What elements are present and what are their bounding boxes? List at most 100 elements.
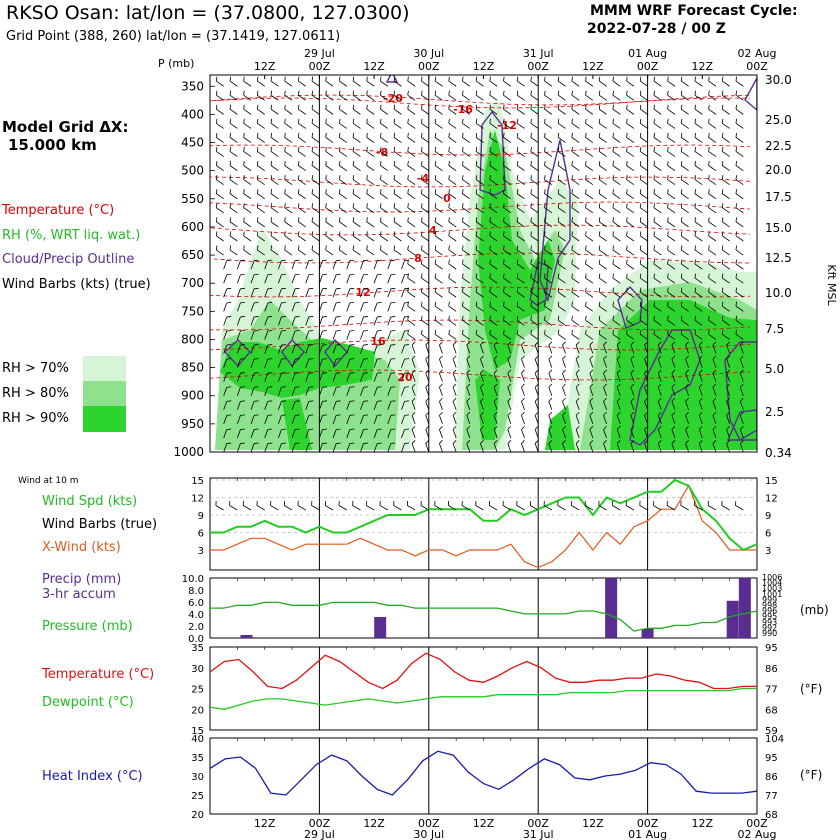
wind-barb xyxy=(366,189,375,200)
wind-barb xyxy=(557,273,566,284)
wind-barb xyxy=(585,287,594,298)
wind-barb-staff xyxy=(726,429,731,439)
wind-barb-flag xyxy=(489,259,491,265)
wind-barb-staff xyxy=(421,249,430,256)
wind-barb-staff xyxy=(612,193,621,200)
surface-wind-barb-staff xyxy=(420,505,429,511)
wind-barb-flag xyxy=(721,301,724,307)
wind-barb-flag xyxy=(407,104,409,110)
cloud-outline xyxy=(281,338,305,368)
wind-barb-flag xyxy=(229,146,232,152)
wind-barb-staff xyxy=(366,80,375,87)
wind-barb-flag xyxy=(308,259,314,262)
wind-barb xyxy=(585,315,594,326)
wind-barb-flag xyxy=(336,330,341,332)
wind-barb-flag xyxy=(267,273,273,276)
wind-barb-flag xyxy=(434,76,437,82)
wind-barb xyxy=(603,341,607,354)
wind-barb-staff xyxy=(393,151,402,157)
wind-barb-staff xyxy=(387,288,392,298)
wind-barb-flag xyxy=(254,372,259,374)
wind-barb xyxy=(332,442,341,452)
wind-barb-flag xyxy=(475,301,478,307)
wind-barb-flag xyxy=(390,428,396,430)
wind-barb-flag xyxy=(462,90,464,96)
wind-barb-staff xyxy=(626,179,635,186)
wind-barb-flag xyxy=(735,259,738,265)
wind-barb-staff xyxy=(325,151,334,157)
wind-barb xyxy=(373,273,382,284)
wind-barb-staff xyxy=(657,443,662,452)
wind-barb-flag xyxy=(377,330,382,332)
wind-barb-flag xyxy=(493,383,498,388)
wind-barb-staff xyxy=(489,122,498,129)
wind-speed-line xyxy=(210,478,758,552)
wind-barb-flag xyxy=(338,132,341,138)
wind-barb-flag xyxy=(363,442,368,444)
wind-barb xyxy=(603,411,607,425)
wind-barb-staff xyxy=(653,179,662,186)
label-temperature: Temperature (°C) xyxy=(42,667,155,682)
wind-barb-flag xyxy=(297,90,300,96)
wind-barb xyxy=(653,259,662,270)
wind-barb xyxy=(475,118,484,129)
surface-wind-barb xyxy=(475,501,484,511)
wind-barb-flag xyxy=(325,161,327,166)
wind-barb-staff xyxy=(352,80,361,87)
wind-barb xyxy=(448,76,457,87)
top-date-label: 01 Aug xyxy=(628,47,667,60)
wind-barb-flag xyxy=(616,383,621,388)
model-grid-value: 15.000 km xyxy=(8,136,97,154)
wind-barb xyxy=(735,161,744,171)
wind-barb-flag xyxy=(708,301,710,307)
wind-barb-flag xyxy=(336,301,341,304)
wind-barb-staff xyxy=(332,415,337,425)
cloud-outline xyxy=(539,139,571,303)
wind-barb-staff xyxy=(557,249,566,256)
wind-barb-staff xyxy=(735,207,744,214)
wind-barb xyxy=(721,287,730,298)
wind-barb-staff xyxy=(489,80,498,87)
wind-barb xyxy=(346,428,355,439)
wind-barb-flag xyxy=(322,316,327,318)
wind-barb-staff xyxy=(319,274,323,284)
wind-barb-flag xyxy=(708,315,710,321)
wind-barb-flag xyxy=(544,146,546,152)
wind-barb-flag xyxy=(571,90,573,96)
wind-barb-staff xyxy=(305,429,310,439)
wind-barb-staff xyxy=(393,165,402,171)
wind-barb-staff xyxy=(516,179,525,186)
wind-barb-flag xyxy=(589,425,594,430)
wind-barb-staff xyxy=(694,151,703,157)
wind-barb-staff xyxy=(503,94,512,101)
wind-barb-flag xyxy=(534,341,539,346)
wind-barb xyxy=(671,397,676,410)
wind-barb-staff xyxy=(311,165,320,171)
wind-barb-flag xyxy=(575,355,580,360)
wind-barb-staff xyxy=(229,235,238,242)
wind-barb-flag xyxy=(434,161,437,166)
wind-barb-flag xyxy=(256,132,259,138)
height-tick-label: 20.0 xyxy=(765,163,792,177)
wind-barb-flag xyxy=(421,231,423,236)
wind-barb-flag xyxy=(480,355,484,360)
wind-barb xyxy=(680,231,689,242)
wind-barb-staff xyxy=(425,415,430,425)
wind-barb-flag xyxy=(653,203,655,208)
wind-barb xyxy=(739,369,744,382)
wind-barb-staff xyxy=(671,429,676,439)
wind-barb-flag xyxy=(516,132,519,138)
wind-barb xyxy=(338,161,347,171)
temp-right-tick: 86 xyxy=(765,664,778,675)
wind-barb-flag xyxy=(721,175,724,180)
temperature-line xyxy=(209,652,757,690)
wind-barb xyxy=(407,104,416,115)
wind-barb-flag xyxy=(493,440,498,444)
wind-barb-flag xyxy=(434,118,437,124)
wind-barb-staff xyxy=(516,137,525,143)
wind-barb-staff xyxy=(544,207,553,214)
wind-barb xyxy=(708,118,717,129)
wind-barb xyxy=(466,369,471,382)
wind-barb-flag xyxy=(516,315,519,321)
wind-barb xyxy=(352,175,361,186)
